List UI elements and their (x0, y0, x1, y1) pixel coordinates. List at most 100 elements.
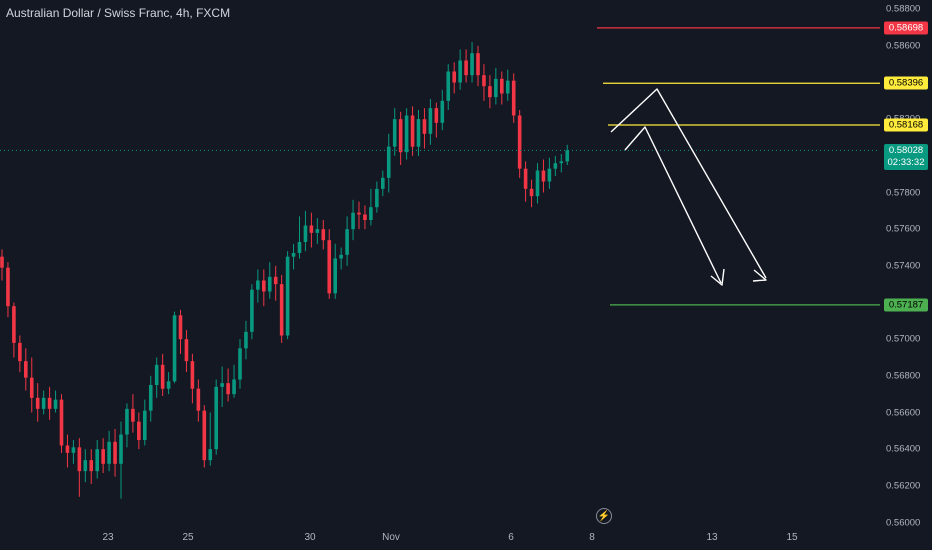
candle (184, 330, 189, 373)
candle (392, 108, 397, 156)
candle-body (190, 361, 195, 389)
candle (131, 394, 135, 433)
candle-body (541, 170, 546, 182)
candle-body (160, 364, 165, 389)
candle (446, 64, 451, 110)
candle-body (6, 267, 10, 307)
lightning-icon[interactable]: ⚡ (596, 508, 612, 524)
candle-body (565, 150, 570, 162)
candle-body (446, 71, 451, 101)
time-tick-label: 25 (182, 532, 194, 543)
candle (202, 405, 207, 468)
candle (541, 159, 546, 193)
candle-body (440, 100, 445, 123)
candle (309, 212, 314, 248)
candle-body (83, 460, 88, 472)
time-axis[interactable]: 23 25 30 Nov 6 8 13 15 (0, 528, 880, 550)
current-price-tag: 0.58028 02:33:32 (884, 144, 928, 171)
candle (440, 89, 445, 131)
candle (488, 75, 492, 109)
price-axis[interactable]: 0.588000.586000.584000.582000.580000.578… (880, 0, 932, 528)
candle-body (392, 119, 397, 147)
candle (523, 161, 528, 202)
candle (547, 157, 552, 189)
time-tick-label: 30 (304, 532, 316, 543)
candle-body (404, 115, 409, 153)
candle-body (59, 399, 64, 446)
candle (6, 262, 10, 318)
candle (297, 216, 302, 259)
candle-body (309, 225, 314, 233)
candle (137, 412, 141, 450)
candle (369, 188, 373, 226)
candle (71, 440, 76, 464)
candle-body (291, 253, 296, 257)
candle (375, 181, 379, 213)
candle-body (345, 229, 349, 255)
candle (29, 357, 34, 413)
candle-body (262, 280, 266, 292)
candle-body (125, 408, 129, 435)
candle-body (535, 170, 540, 197)
time-tick-label: 13 (706, 532, 718, 543)
candle (363, 205, 367, 230)
candle-body (517, 115, 522, 169)
candle-body (351, 212, 355, 230)
candle (244, 320, 248, 360)
candle-body (143, 410, 147, 440)
candle-body (35, 397, 40, 409)
candle-body (184, 339, 189, 362)
candle-body (363, 214, 367, 220)
bar-countdown: 02:33:32 (887, 157, 925, 169)
candle (482, 64, 486, 101)
candle-body (89, 460, 94, 472)
candle (535, 163, 540, 204)
candle (500, 71, 504, 105)
candle (238, 339, 242, 389)
price-tick-label: 0.56200 (886, 480, 921, 492)
candle (65, 434, 70, 468)
candle-body (101, 449, 105, 464)
candle-body (303, 225, 308, 242)
candle (321, 220, 326, 250)
candle (470, 42, 474, 83)
candle (119, 421, 123, 499)
candle-body (452, 71, 456, 83)
candle (327, 229, 332, 299)
candle-body (256, 280, 260, 290)
projection-arrow-upper (610, 88, 767, 279)
candle-body (333, 258, 337, 294)
candle-body (250, 289, 254, 332)
candle (422, 108, 427, 149)
candle-body (529, 188, 534, 197)
candle-body (327, 240, 332, 294)
price-tick-label: 0.58800 (886, 3, 921, 15)
candle-body (464, 60, 468, 76)
arrowhead-lower (710, 268, 725, 286)
price-tick-label: 0.56400 (886, 443, 921, 455)
candle-body (148, 385, 153, 411)
candle-body (321, 229, 326, 241)
candle (214, 379, 218, 455)
candle (381, 170, 385, 197)
candle-body (470, 53, 474, 76)
candle (517, 110, 522, 178)
candle (143, 399, 147, 446)
candle (59, 394, 64, 453)
candle-body (381, 177, 385, 189)
candle (434, 102, 439, 138)
price-tick-label: 0.56600 (886, 407, 921, 418)
candlestick-chart[interactable] (0, 0, 880, 528)
candle-body (559, 161, 564, 164)
candle-body (0, 256, 4, 268)
candle-body (482, 75, 486, 87)
candle-body (214, 386, 218, 450)
candle (154, 357, 159, 398)
candle-body (41, 397, 46, 409)
candle (178, 309, 183, 354)
candle-body (244, 331, 248, 349)
candle (77, 438, 82, 497)
arrowhead-upper (752, 269, 767, 282)
time-tick-label: 15 (786, 532, 798, 543)
candle-body (71, 447, 76, 453)
